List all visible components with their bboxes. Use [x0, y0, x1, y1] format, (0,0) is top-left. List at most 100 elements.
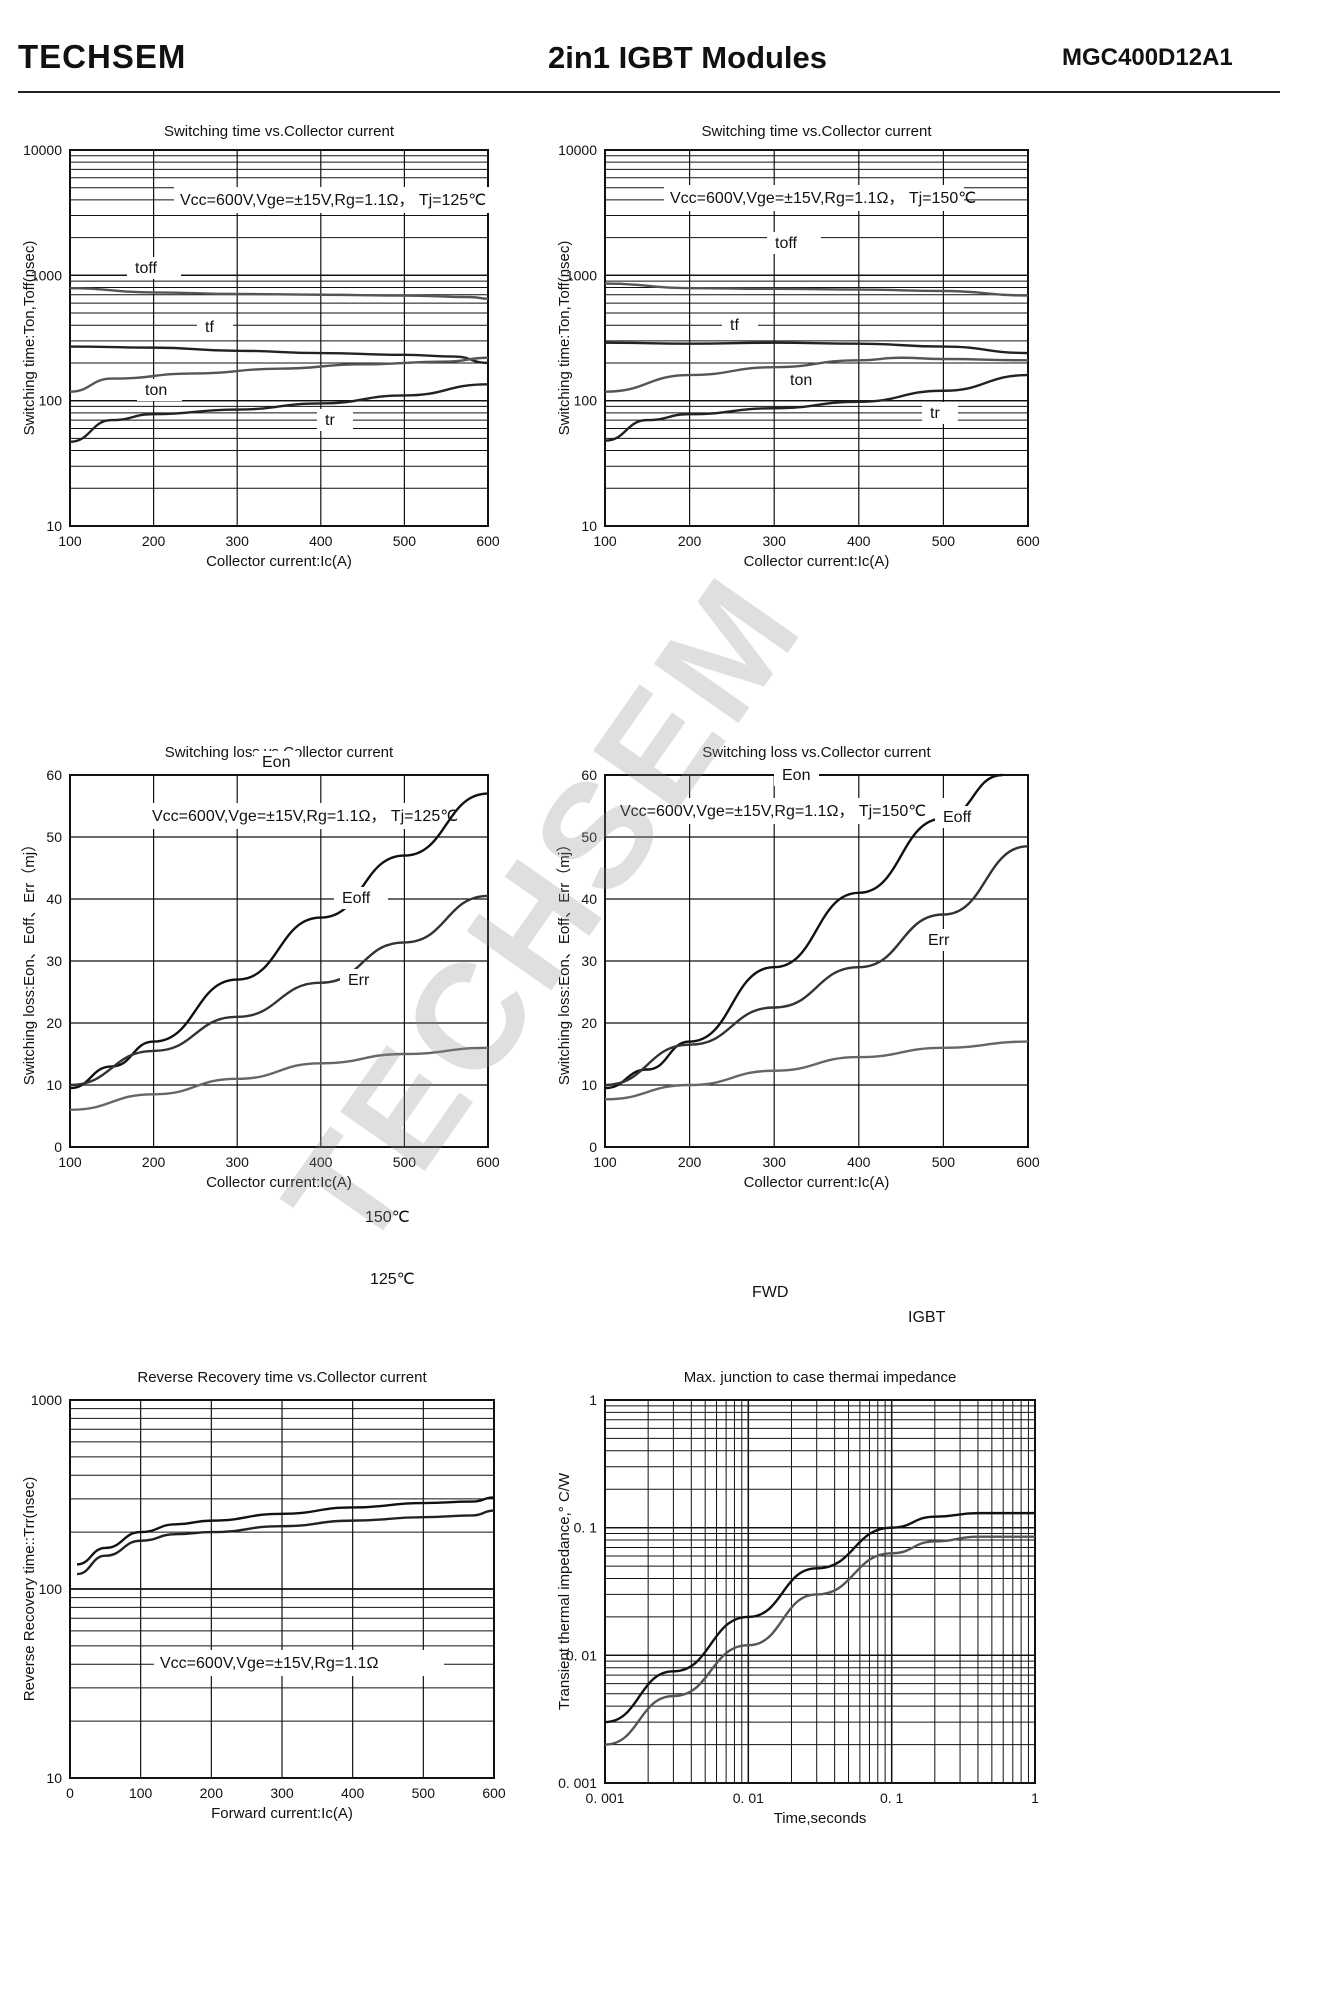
series-line-ton — [69, 356, 489, 393]
y-axis-label: Reverse Recovery time::Trr(nsec) — [21, 1477, 38, 1702]
x-axis-label: Time,seconds — [774, 1810, 867, 1827]
y-tick-label: 0 — [54, 1139, 62, 1155]
page-header: TECHSEM 2in1 IGBT Modules MGC400D12A1 — [0, 0, 1332, 100]
chart-switching-time-150: Switching time vs.Collector current 100 20… — [556, 123, 1040, 570]
series-label-bg — [900, 1306, 954, 1328]
y-tick-label: 30 — [46, 953, 62, 969]
condition-annotation: Vcc=600V,Vge=±15V,Rg=1.1Ω， Tj=150℃ — [620, 803, 926, 820]
series-line-Err — [604, 1040, 1029, 1101]
y-tick-label: 20 — [46, 1015, 62, 1031]
y-tick-label: 0. 1 — [574, 1520, 598, 1536]
series-label: ton — [790, 372, 812, 389]
series-label: 150℃ — [365, 1209, 410, 1226]
series-label: ton — [145, 382, 167, 399]
series-line-ton — [604, 356, 1029, 393]
x-tick-label: 0. 01 — [733, 1790, 764, 1806]
brand-name: TECHSEM — [18, 38, 187, 75]
series-label: Eon — [782, 767, 810, 784]
condition-annotation: Vcc=600V,Vge=±15V,Rg=1.1Ω — [160, 1655, 378, 1672]
series-line-tr — [604, 373, 1029, 442]
chart-switching-time-125: Switching time vs.Collector current 100 20… — [21, 123, 504, 570]
chart-title: Switching loss vs.Collector current — [702, 744, 931, 761]
series-label: tr — [325, 412, 335, 429]
x-tick-label: 600 — [1016, 1154, 1040, 1170]
series-label-bg — [254, 751, 299, 773]
x-tick-label: 300 — [763, 533, 787, 549]
chart-title: Max. junction to case thermai impedance — [684, 1369, 957, 1386]
x-tick-label: 300 — [226, 533, 250, 549]
series-label-bg — [767, 232, 821, 254]
part-number: MGC400D12A1 — [1062, 44, 1233, 71]
x-axis-label: Collector current:Ic(A) — [744, 1174, 890, 1191]
x-tick-label: 200 — [678, 1154, 702, 1170]
y-tick-label: 1000 — [31, 267, 62, 283]
chart-switching-loss-150: Switching loss vs.Collector current 100 20… — [556, 744, 1040, 1191]
plot-frame — [69, 149, 489, 527]
y-tick-label: 10000 — [23, 142, 62, 158]
series-label-bg — [317, 409, 353, 431]
annotation-bg — [154, 1650, 444, 1676]
series-label: Eoff — [943, 809, 972, 826]
x-tick-label: 0. 1 — [880, 1790, 904, 1806]
y-tick-label: 30 — [581, 953, 597, 969]
series-label-bg — [340, 969, 385, 991]
x-tick-label: 100 — [593, 1154, 617, 1170]
series-label: toff — [775, 235, 798, 252]
series-label-bg — [137, 379, 182, 401]
x-tick-label: 600 — [482, 1785, 506, 1801]
y-tick-label: 1000 — [31, 1392, 62, 1408]
series-label-bg — [774, 764, 819, 786]
y-tick-label: 10 — [46, 1770, 62, 1786]
x-tick-label: 100 — [593, 533, 617, 549]
y-tick-label: 10 — [46, 518, 62, 534]
x-tick-label: 400 — [309, 533, 333, 549]
series-label-bg — [127, 257, 181, 279]
y-tick-label: 60 — [46, 767, 62, 783]
y-tick-label: 100 — [39, 1581, 63, 1597]
condition-annotation: Vcc=600V,Vge=±15V,Rg=1.1Ω， Tj=125℃ — [152, 808, 458, 825]
x-tick-label: 300 — [226, 1154, 250, 1170]
y-tick-label: 20 — [581, 1015, 597, 1031]
x-tick-label: 500 — [932, 1154, 956, 1170]
y-tick-label: 0 — [589, 1139, 597, 1155]
y-axis-label: Transient thermal impedance,° C/W — [556, 1472, 573, 1710]
series-line-Eoff — [604, 845, 1029, 1087]
series-label: FWD — [752, 1284, 788, 1301]
x-tick-label: 600 — [476, 533, 500, 549]
x-axis-label: Forward current:Ic(A) — [211, 1805, 353, 1822]
series-label: toff — [135, 260, 158, 277]
y-tick-label: 50 — [46, 829, 62, 845]
annotation-bg — [664, 185, 964, 211]
series-label: Err — [348, 972, 370, 989]
x-tick-label: 500 — [932, 533, 956, 549]
grid — [604, 774, 1029, 1148]
x-tick-label: 400 — [847, 1154, 871, 1170]
series-label: Err — [928, 932, 950, 949]
series-label-bg — [920, 929, 965, 951]
condition-annotation: Vcc=600V,Vge=±15V,Rg=1.1Ω， Tj=150℃ — [670, 190, 976, 207]
x-tick-label: 600 — [1016, 533, 1040, 549]
x-tick-label: 300 — [763, 1154, 787, 1170]
plot-frame — [604, 149, 1029, 527]
series-label-bg — [362, 1268, 416, 1290]
y-tick-label: 1 — [589, 1392, 597, 1408]
series-line-Eon — [69, 792, 489, 1090]
series-line-tf — [604, 341, 1029, 355]
chart-title: Switching time vs.Collector current — [164, 123, 395, 140]
x-tick-label: 500 — [393, 1154, 417, 1170]
y-axis-label: Switching time:Ton,Toff(nsec) — [21, 241, 38, 436]
x-axis-label: Collector current:Ic(A) — [206, 1174, 352, 1191]
chart-title: Switching time vs.Collector current — [701, 123, 932, 140]
y-tick-label: 40 — [46, 891, 62, 907]
x-tick-label: 0. 001 — [586, 1790, 625, 1806]
document-title: 2in1 IGBT Modules — [548, 40, 828, 75]
series-label-bg — [197, 316, 233, 338]
series-label-bg — [935, 806, 989, 828]
y-tick-label: 100 — [574, 393, 598, 409]
series-line-125 — [76, 1509, 495, 1576]
x-tick-label: 200 — [678, 533, 702, 549]
x-tick-label: 1 — [1031, 1790, 1039, 1806]
x-tick-label: 500 — [412, 1785, 436, 1801]
y-axis-label: Switching time:Ton,Toff(nsec) — [556, 241, 573, 436]
